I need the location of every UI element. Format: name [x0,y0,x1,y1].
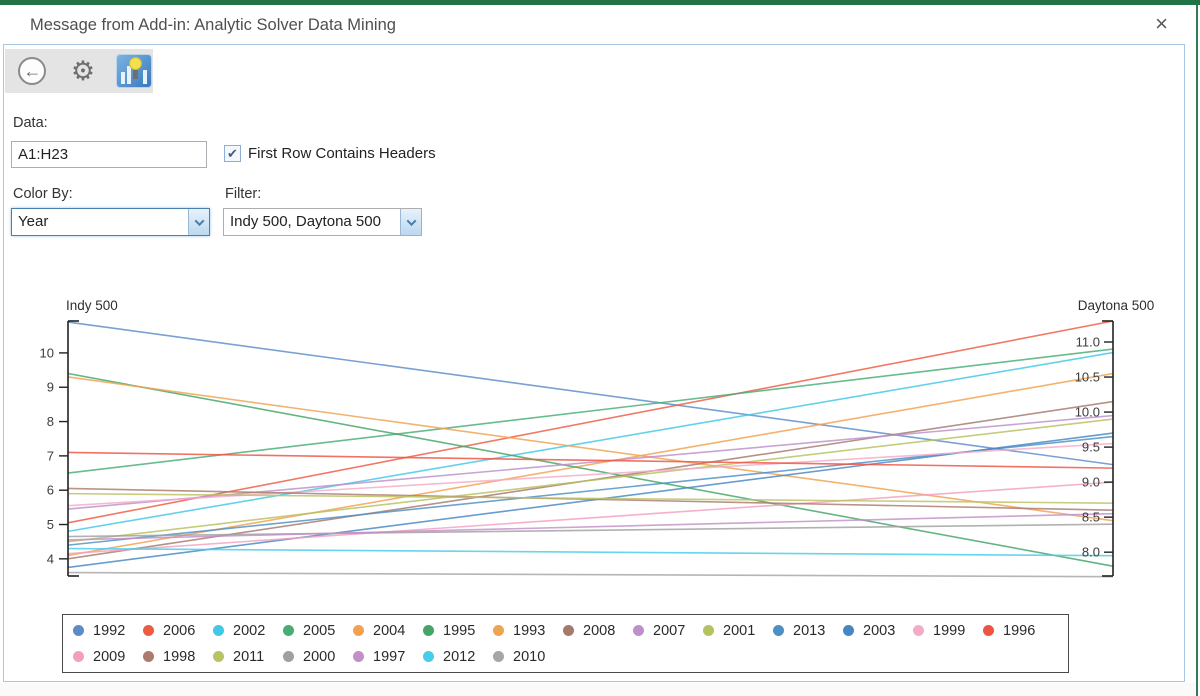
legend-item-2011[interactable]: 2011 [213,644,283,670]
legend-label: 2006 [163,622,196,639]
legend-dot-icon [843,625,854,636]
legend-label: 2003 [863,622,896,639]
filter-dropdown-button[interactable] [400,209,421,235]
chevron-down-icon [406,215,416,226]
first-row-headers-checkbox-row[interactable]: ✔ First Row Contains Headers [224,145,436,162]
legend-item-2000[interactable]: 2000 [283,644,353,670]
dialog-body: ← ⚙ Data: ✔ First Row Contains Headers C… [3,44,1185,682]
chart-wizard-button[interactable] [114,50,153,92]
legend-dot-icon [143,651,154,662]
legend-label: 2001 [723,622,756,639]
color-by-value: Year [18,213,49,230]
legend-label: 1993 [513,622,546,639]
legend-item-2008[interactable]: 2008 [563,618,633,644]
legend-item-2005[interactable]: 2005 [283,618,353,644]
legend-dot-icon [563,625,574,636]
legend-label: 2007 [653,622,686,639]
legend-label: 2005 [303,622,336,639]
legend-dot-icon [773,625,784,636]
legend-label: 1995 [443,622,476,639]
legend-dot-icon [353,651,364,662]
chevron-down-icon [194,215,204,226]
settings-button[interactable]: ⚙ [64,50,103,92]
legend-item-1993[interactable]: 1993 [493,618,563,644]
legend-item-2004[interactable]: 2004 [353,618,423,644]
legend-dot-icon [73,651,84,662]
excel-green-top-border [0,0,1200,5]
legend-label: 2002 [233,622,266,639]
filter-label: Filter: [225,186,262,202]
chart-insight-icon [116,55,151,87]
legend-label: 2013 [793,622,826,639]
chart-legend: 1992 2006 2002 2005 2004 1995 1993 2008 2007 2001… [62,614,1069,673]
legend-dot-icon [493,625,504,636]
excel-green-right-border [1196,5,1198,696]
legend-dot-icon [423,651,434,662]
legend-item-2012[interactable]: 2012 [423,644,493,670]
color-by-dropdown-button[interactable] [188,209,209,235]
legend-item-2009[interactable]: 2009 [73,644,143,670]
legend-dot-icon [353,625,364,636]
legend-label: 2011 [233,648,265,665]
data-range-input[interactable] [11,141,207,168]
legend-dot-icon [213,651,224,662]
gear-icon: ⚙ [70,55,96,86]
legend-item-1992[interactable]: 1992 [73,618,143,644]
checkbox-checked-icon[interactable]: ✔ [224,145,241,162]
legend-item-2007[interactable]: 2007 [633,618,703,644]
back-button[interactable]: ← [13,50,52,92]
legend-item-1998[interactable]: 1998 [143,644,213,670]
window-bottom-strip [0,683,1196,696]
legend-label: 2012 [443,648,476,665]
dialog-title: Message from Add-in: Analytic Solver Dat… [30,16,396,34]
legend-label: 1998 [163,648,196,665]
legend-item-2003[interactable]: 2003 [843,618,913,644]
legend-label: 2009 [93,648,126,665]
legend-label: 1996 [1003,622,1036,639]
legend-dot-icon [913,625,924,636]
dialog-titlebar: Message from Add-in: Analytic Solver Dat… [0,5,1196,44]
legend-label: 2004 [373,622,406,639]
filter-value: Indy 500, Daytona 500 [230,213,381,230]
legend-dot-icon [283,625,294,636]
first-row-headers-label: First Row Contains Headers [248,145,436,162]
legend-dot-icon [213,625,224,636]
close-icon[interactable]: × [1155,11,1168,36]
legend-dot-icon [73,625,84,636]
legend-dot-icon [703,625,714,636]
legend-label: 2010 [513,648,546,665]
legend-item-1997[interactable]: 1997 [353,644,423,670]
legend-item-1995[interactable]: 1995 [423,618,493,644]
legend-item-1999[interactable]: 1999 [913,618,983,644]
toolbar: ← ⚙ [5,49,153,93]
legend-dot-icon [283,651,294,662]
legend-dot-icon [493,651,504,662]
legend-item-2013[interactable]: 2013 [773,618,843,644]
legend-label: 1997 [373,648,406,665]
legend-label: 1999 [933,622,966,639]
legend-label: 1992 [93,622,126,639]
legend-item-2002[interactable]: 2002 [213,618,283,644]
legend-label: 2008 [583,622,616,639]
color-by-dropdown[interactable]: Year [11,208,210,236]
legend-dot-icon [983,625,994,636]
legend-item-1996[interactable]: 1996 [983,618,1053,644]
legend-dot-icon [143,625,154,636]
filter-dropdown[interactable]: Indy 500, Daytona 500 [223,208,422,236]
color-by-label: Color By: [13,186,73,202]
legend-item-2010[interactable]: 2010 [493,644,563,670]
legend-dot-icon [633,625,644,636]
data-label: Data: [13,115,48,131]
legend-item-2001[interactable]: 2001 [703,618,773,644]
legend-dot-icon [423,625,434,636]
back-arrow-icon: ← [18,57,47,85]
legend-item-2006[interactable]: 2006 [143,618,213,644]
legend-label: 2000 [303,648,336,665]
